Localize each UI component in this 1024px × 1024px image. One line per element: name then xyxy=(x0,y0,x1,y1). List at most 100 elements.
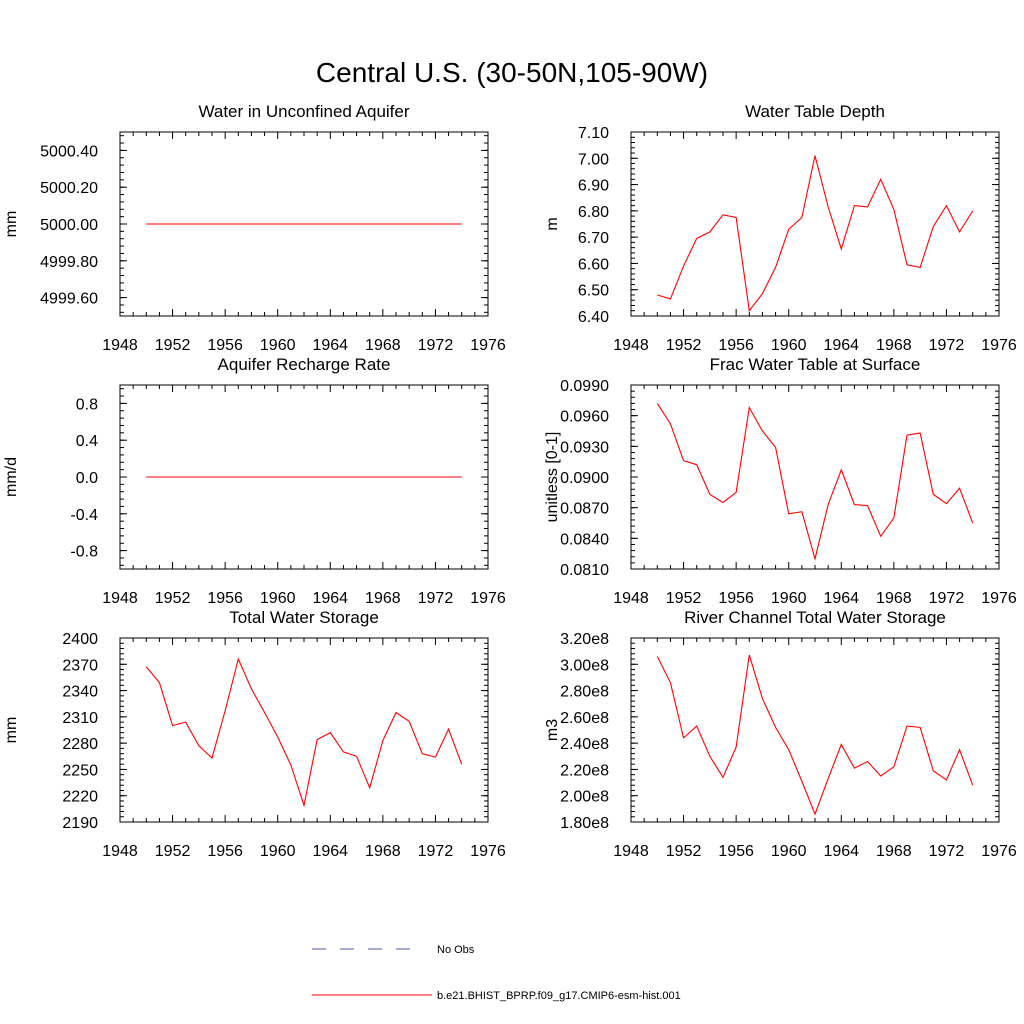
legend-model-label: b.e21.BHIST_BPRP.f09_g17.CMIP6-esm-hist.… xyxy=(437,990,681,1002)
y-tick-label: 2310 xyxy=(62,710,98,727)
x-tick-label: 1960 xyxy=(260,337,296,354)
y-tick-label: 6.80 xyxy=(578,204,609,221)
x-tick-label: 1948 xyxy=(613,590,649,607)
plot-frame xyxy=(630,384,1000,570)
y-tick-label: 0.0810 xyxy=(560,562,609,579)
panel-title: Water in Unconfined Aquifer xyxy=(198,102,409,121)
y-tick-label: 0.0930 xyxy=(560,439,609,456)
y-tick-label: 5000.20 xyxy=(40,180,98,197)
y-tick-label: 7.10 xyxy=(578,125,609,142)
x-tick-label: 1964 xyxy=(312,337,348,354)
x-tick-label: 1960 xyxy=(771,843,807,860)
x-tick-label: 1976 xyxy=(470,337,506,354)
y-tick-label: 7.00 xyxy=(578,151,609,168)
y-tick-label: 1.80e8 xyxy=(560,815,609,832)
x-tick-label: 1976 xyxy=(981,337,1017,354)
y-tick-label: 0.0900 xyxy=(560,470,609,487)
y-tick-label: 0.0990 xyxy=(560,378,609,395)
y-tick-label: 0.0840 xyxy=(560,531,609,548)
y-tick-label: 0.0 xyxy=(76,470,98,487)
y-tick-label: 5000.40 xyxy=(40,143,98,160)
y-tick-label: 2340 xyxy=(62,684,98,701)
y-tick-label: 6.40 xyxy=(578,309,609,326)
series-line-frac-water-table xyxy=(656,403,974,561)
plot-frame xyxy=(630,131,1000,317)
y-axis-label: mm xyxy=(3,211,20,238)
y-tick-label: 0.0870 xyxy=(560,501,609,518)
x-tick-label: 1960 xyxy=(260,590,296,607)
x-tick-label: 1972 xyxy=(929,337,965,354)
series-line-total-water-storage xyxy=(145,657,463,808)
plot-frame xyxy=(630,637,1000,823)
x-tick-label: 1964 xyxy=(312,843,348,860)
y-tick-label: 0.4 xyxy=(76,433,98,450)
y-tick-label: 2.00e8 xyxy=(560,789,609,806)
y-tick-label: 0.0960 xyxy=(560,409,609,426)
x-tick-label: 1956 xyxy=(207,590,243,607)
panel-title: Total Water Storage xyxy=(229,608,379,627)
y-tick-label: 3.00e8 xyxy=(560,657,609,674)
panel-aquifer-water: Water in Unconfined Aquifer 1948 1952 1956 1… xyxy=(3,102,506,354)
y-tick-label: 2.60e8 xyxy=(560,710,609,727)
x-tick-label: 1968 xyxy=(876,843,912,860)
panel-title: Frac Water Table at Surface xyxy=(710,355,921,374)
x-tick-label: 1972 xyxy=(929,590,965,607)
y-tick-label: 6.90 xyxy=(578,178,609,195)
x-tick-label: 1956 xyxy=(718,843,754,860)
x-tick-label: 1972 xyxy=(418,590,454,607)
y-tick-label: 6.60 xyxy=(578,256,609,273)
x-tick-label: 1972 xyxy=(418,843,454,860)
panel-title: River Channel Total Water Storage xyxy=(684,608,946,627)
panel-title: Aquifer Recharge Rate xyxy=(218,355,391,374)
x-tick-label: 1952 xyxy=(666,337,702,354)
x-tick-label: 1968 xyxy=(365,337,401,354)
x-tick-label: 1948 xyxy=(613,337,649,354)
panel-title: Water Table Depth xyxy=(745,102,885,121)
x-tick-label: 1956 xyxy=(207,337,243,354)
figure-title: Central U.S. (30-50N,105-90W) xyxy=(316,57,708,88)
y-axis-label: unitless [0-1] xyxy=(544,432,561,523)
y-tick-label: 2250 xyxy=(62,762,98,779)
y-tick-label: 2370 xyxy=(62,657,98,674)
x-tick-label: 1968 xyxy=(365,590,401,607)
y-axis-label: m xyxy=(544,217,561,230)
y-tick-label: 2.20e8 xyxy=(560,762,609,779)
x-tick-label: 1976 xyxy=(981,590,1017,607)
x-tick-label: 1964 xyxy=(823,843,859,860)
x-tick-label: 1948 xyxy=(613,843,649,860)
x-tick-label: 1968 xyxy=(876,337,912,354)
panels: Water in Unconfined Aquifer 1948 1952 1956 1… xyxy=(3,102,1017,860)
panel-river-channel: River Channel Total Water Storage 1948 195… xyxy=(544,608,1017,860)
y-tick-label: 3.20e8 xyxy=(560,631,609,648)
x-tick-label: 1976 xyxy=(981,843,1017,860)
series-line-water-table-depth xyxy=(657,155,974,313)
x-tick-label: 1964 xyxy=(823,590,859,607)
y-tick-label: 4999.60 xyxy=(40,291,98,308)
x-tick-label: 1960 xyxy=(771,590,807,607)
y-tick-label: 2220 xyxy=(62,789,98,806)
x-tick-label: 1948 xyxy=(102,337,138,354)
y-tick-label: 2190 xyxy=(62,815,98,832)
x-tick-label: 1948 xyxy=(102,843,138,860)
y-tick-label: -0.4 xyxy=(70,507,98,524)
y-tick-label: 5000.00 xyxy=(40,217,98,234)
x-tick-label: 1972 xyxy=(929,843,965,860)
y-axis-label: m3 xyxy=(544,719,561,741)
y-tick-label: 6.70 xyxy=(578,230,609,247)
x-tick-label: 1964 xyxy=(823,337,859,354)
x-tick-label: 1976 xyxy=(470,590,506,607)
panel-water-table-depth: Water Table Depth 1948 1952 1956 1960 1964 196… xyxy=(544,102,1017,354)
x-tick-label: 1968 xyxy=(876,590,912,607)
plot-frame xyxy=(119,637,489,823)
y-axis-label: mm xyxy=(3,717,20,744)
series-line-river-channel xyxy=(656,654,974,816)
y-tick-label: 4999.80 xyxy=(40,254,98,271)
x-tick-label: 1956 xyxy=(718,590,754,607)
x-tick-label: 1960 xyxy=(260,843,296,860)
legend-no-obs-label: No Obs xyxy=(437,944,475,956)
x-tick-label: 1952 xyxy=(155,843,191,860)
y-tick-label: 2280 xyxy=(62,736,98,753)
y-tick-label: -0.8 xyxy=(70,544,98,561)
x-tick-label: 1960 xyxy=(771,337,807,354)
